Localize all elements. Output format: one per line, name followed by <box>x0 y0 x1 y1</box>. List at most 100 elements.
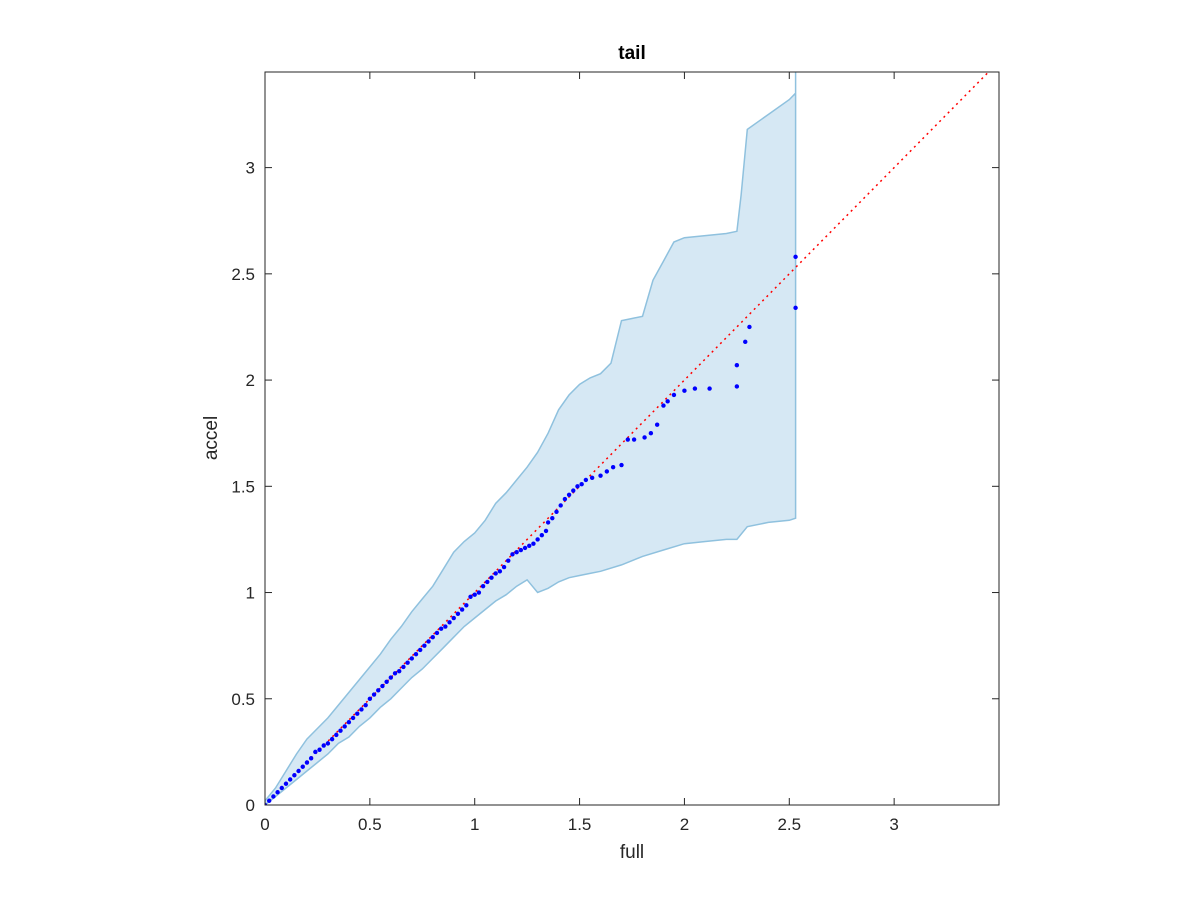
data-point <box>665 399 670 404</box>
data-point <box>321 743 326 748</box>
data-point <box>506 558 511 563</box>
x-tick-label: 1.5 <box>568 815 592 834</box>
data-point <box>287 777 293 782</box>
data-point <box>417 647 423 653</box>
data-point <box>292 773 297 778</box>
y-tick-label: 2.5 <box>231 265 255 284</box>
data-point <box>342 724 347 729</box>
data-point <box>747 324 752 330</box>
data-point <box>793 254 798 260</box>
y-axis-label: accel <box>201 416 222 460</box>
data-point <box>376 688 381 693</box>
data-point <box>350 715 356 721</box>
x-tick-label: 0 <box>260 815 269 834</box>
data-point <box>579 481 584 487</box>
data-point <box>743 339 748 345</box>
data-point <box>271 794 276 799</box>
data-point <box>317 747 322 752</box>
data-point <box>604 469 610 474</box>
data-point <box>545 520 551 525</box>
data-point <box>558 503 563 508</box>
data-point <box>514 549 519 555</box>
data-point <box>543 528 549 534</box>
y-tick-label: 1 <box>246 584 255 603</box>
data-point <box>422 643 427 648</box>
data-point <box>296 768 301 774</box>
data-point <box>493 571 498 576</box>
data-point <box>501 564 507 570</box>
data-point <box>300 764 305 769</box>
data-point <box>455 611 461 616</box>
data-point <box>363 702 368 708</box>
x-tick-label: 1 <box>470 815 479 834</box>
data-point <box>283 781 289 786</box>
x-tick-label: 3 <box>889 815 898 834</box>
axes-box <box>264 71 1000 806</box>
plot-area <box>265 72 990 805</box>
data-point <box>539 532 545 538</box>
x-axis-label: full <box>620 842 644 863</box>
data-point <box>367 696 373 701</box>
data-point <box>405 660 410 665</box>
data-point <box>334 732 339 738</box>
data-point <box>682 388 687 393</box>
data-point <box>610 464 616 470</box>
data-point <box>359 707 364 712</box>
data-point <box>265 802 268 805</box>
y-tick-label: 2 <box>246 371 255 390</box>
data-point <box>388 675 394 680</box>
data-point <box>476 590 482 595</box>
data-point <box>434 630 440 636</box>
data-point <box>346 719 352 725</box>
data-point <box>497 569 503 574</box>
data-point <box>625 437 631 442</box>
data-point <box>384 679 389 684</box>
data-point <box>566 492 572 498</box>
data-point <box>518 547 524 553</box>
data-point <box>583 477 589 483</box>
data-point <box>793 305 798 311</box>
data-point <box>338 728 343 733</box>
y-axis-ticks: 0 0.5 1 1.5 2 2.5 3 <box>231 159 999 815</box>
data-point <box>510 552 515 557</box>
data-point <box>329 736 335 742</box>
y-tick-label: 1.5 <box>231 477 255 496</box>
data-point <box>575 484 580 489</box>
data-point <box>459 607 465 612</box>
data-point <box>443 624 448 629</box>
data-point <box>447 620 452 625</box>
data-point <box>380 683 385 689</box>
y-tick-label: 0.5 <box>231 690 255 709</box>
data-point <box>527 543 532 548</box>
data-point <box>671 392 677 398</box>
data-point <box>313 749 318 755</box>
data-point <box>468 594 473 599</box>
data-point <box>275 790 280 795</box>
data-point <box>489 575 494 580</box>
x-tick-label: 2 <box>680 815 689 834</box>
data-point <box>308 756 314 761</box>
data-point <box>304 760 310 765</box>
data-point <box>430 634 435 640</box>
data-point <box>550 515 555 521</box>
data-point <box>589 475 595 481</box>
x-axis-ticks: 0 0.5 1 1.5 2 2.5 3 <box>260 72 899 834</box>
data-point <box>451 615 456 621</box>
x-tick-label: 2.5 <box>777 815 801 834</box>
data-point <box>661 403 666 408</box>
data-point <box>355 711 360 716</box>
data-point <box>426 639 431 644</box>
data-point <box>692 386 698 391</box>
data-point <box>371 692 377 697</box>
data-point <box>648 430 654 436</box>
chart-title: tail <box>618 43 645 64</box>
data-point <box>734 363 740 368</box>
data-point <box>535 537 540 542</box>
data-point <box>631 437 637 442</box>
data-point <box>554 509 559 514</box>
y-tick-label: 0 <box>246 796 255 815</box>
data-point <box>266 798 272 803</box>
data-point <box>598 473 603 478</box>
data-point <box>485 579 490 585</box>
